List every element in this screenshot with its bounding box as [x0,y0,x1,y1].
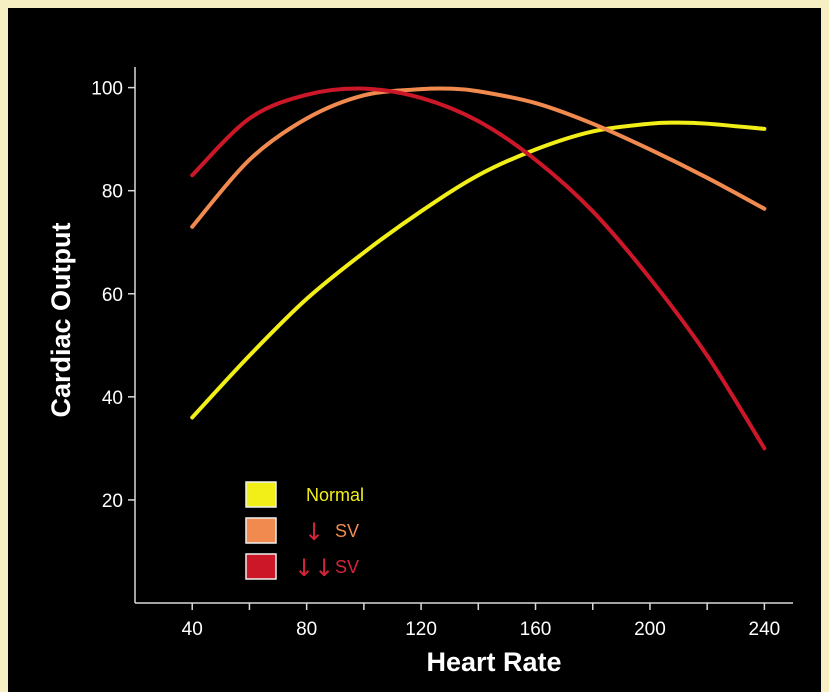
legend-swatch-normal [245,481,277,508]
y-tick-label: 80 [102,182,123,203]
x-tick-label: 240 [749,619,781,640]
legend-arrow-icon: ↓↓ [294,554,334,582]
chart-frame: 40 80 120 160 200 240 20 40 60 80 100 Heart Rate … [8,8,821,692]
x-tick-label: 40 [182,619,203,640]
y-tick-label: 20 [102,491,123,512]
series-line-normal [190,120,767,420]
series-lines [190,86,767,451]
x-tick-label: 120 [405,619,437,640]
legend-label-reduced-sv: SV [335,521,359,541]
y-tick-label: 40 [102,388,123,409]
y-tick-label: 60 [102,285,123,306]
legend-label-greatly-reduced-sv: SV [335,557,359,577]
axes [134,67,793,604]
legend-swatch-reduced-sv [245,517,277,544]
x-axis-label: Heart Rate [426,647,561,677]
y-ticks: 20 40 60 80 100 [91,79,135,512]
x-tick-label: 160 [520,619,552,640]
legend: Normal ↓ SV↓↓ SV [245,481,364,582]
y-tick-label: 100 [91,79,123,100]
legend-label-normal: Normal [306,485,364,505]
x-tick-label: 200 [634,619,666,640]
series-line-greatly-reduced-sv [190,86,767,451]
x-tick-label: 80 [296,619,317,640]
y-axis-label: Cardiac Output [46,222,76,417]
x-ticks: 40 80 120 160 200 240 [182,603,781,640]
legend-swatch-greatly-reduced-sv [245,553,277,580]
series-line-reduced-sv [190,86,767,229]
legend-arrow-icon: ↓ [304,518,324,546]
